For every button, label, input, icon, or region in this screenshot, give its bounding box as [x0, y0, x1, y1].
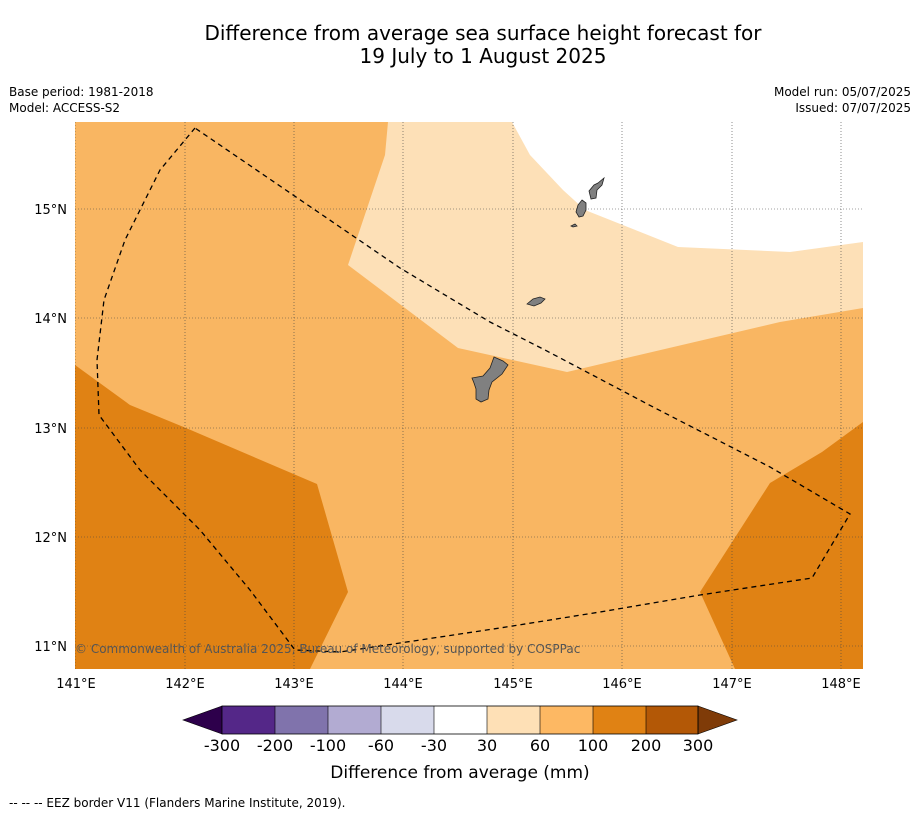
lon-tick: 146°E [602, 677, 642, 692]
title-line-1: Difference from average sea surface heig… [204, 21, 762, 45]
model-run: Model run: 05/07/2025 [773, 85, 911, 99]
band-100-200-east [700, 422, 863, 669]
title-line-2: 19 July to 1 August 2025 [359, 44, 607, 68]
map-title: Difference from average sea surface heig… [0, 22, 919, 68]
lat-tick: 11°N [34, 640, 67, 655]
colorbar-swatch [381, 706, 434, 734]
colorbar-swatch [646, 706, 698, 734]
lon-tick: 148°E [821, 677, 861, 692]
colorbar-swatch [275, 706, 328, 734]
tinian-island [575, 199, 587, 218]
lon-tick: 141°E [56, 677, 96, 692]
band-100-200-west [75, 365, 348, 669]
colorbar-swatch [487, 706, 540, 734]
colorbar-tick: -200 [257, 736, 293, 755]
base-period: Base period: 1981-2018 [9, 85, 154, 99]
colorbar-swatch [540, 706, 593, 734]
lon-tick: 142°E [165, 677, 205, 692]
model-name: Model: ACCESS-S2 [9, 101, 121, 115]
colorbar-tick: 60 [530, 736, 550, 755]
colorbar-tick: -30 [421, 736, 447, 755]
lon-tick: 143°E [274, 677, 314, 692]
colorbar-swatch [593, 706, 646, 734]
colorbar-swatch [222, 706, 275, 734]
lat-tick: 15°N [34, 203, 67, 218]
colorbar-low-extension [182, 705, 223, 735]
band-neutral [512, 122, 863, 252]
eez-footnote: -- -- -- EEZ border V11 (Flanders Marine… [9, 796, 346, 810]
colorbar-tick: -60 [368, 736, 394, 755]
rota-island [526, 296, 546, 307]
meta-left: Base period: 1981-2018 Model: ACCESS-S2 [9, 84, 154, 116]
colorbar-tick: 100 [578, 736, 609, 755]
meta-right: Model run: 05/07/2025 Issued: 07/07/2025 [774, 84, 911, 116]
colorbar-swatch [328, 706, 381, 734]
lat-tick: 13°N [34, 422, 67, 437]
colorbar-tick: 200 [631, 736, 662, 755]
colorbar-tick: -300 [204, 736, 240, 755]
lat-tick: 12°N [34, 531, 67, 546]
colorbar-tick: 300 [683, 736, 714, 755]
map-area: © Commonwealth of Australia 2025, Bureau… [75, 122, 863, 669]
colorbar-high-extension [697, 705, 738, 735]
colorbar-label: Difference from average (mm) [330, 763, 589, 783]
colorbar-tick: 30 [477, 736, 497, 755]
colorbar-tick: -100 [310, 736, 346, 755]
colorbar-swatch [434, 706, 487, 734]
lat-tick: 14°N [34, 312, 67, 327]
copyright-text: © Commonwealth of Australia 2025, Bureau… [75, 642, 580, 656]
issued-date: Issued: 07/07/2025 [795, 101, 911, 115]
lon-tick: 144°E [383, 677, 423, 692]
saipan-island [588, 176, 605, 200]
colorbar: -300 -200 -100 -60 -30 30 60 100 200 300… [182, 705, 738, 783]
eez-border [96, 127, 851, 653]
graticule [75, 122, 863, 669]
aguijan-islet [570, 223, 578, 228]
lon-tick: 145°E [493, 677, 533, 692]
axis-labels: 141°E 142°E 143°E 144°E 145°E 146°E 147°… [34, 203, 861, 692]
guam-island [471, 356, 509, 403]
lon-tick: 147°E [712, 677, 752, 692]
